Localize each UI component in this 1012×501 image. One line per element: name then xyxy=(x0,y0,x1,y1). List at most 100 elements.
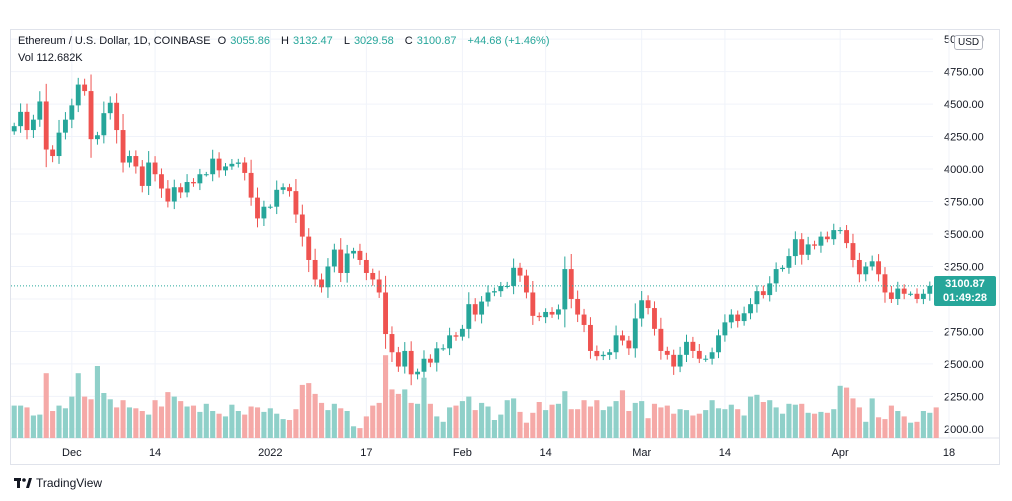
volume-bar xyxy=(197,411,203,438)
volume-bar xyxy=(645,418,651,438)
volume-bar xyxy=(709,400,715,438)
volume-bar xyxy=(235,411,241,438)
candle-body xyxy=(363,259,369,273)
candle-body xyxy=(75,84,81,106)
volume-bar xyxy=(658,407,664,438)
volume-bar xyxy=(318,402,325,438)
volume-bar xyxy=(856,407,862,438)
candle-body xyxy=(626,340,632,349)
volume-bar xyxy=(920,411,926,438)
volume-bar xyxy=(139,411,145,438)
last-price-tag: 3100.87 01:49:28 xyxy=(934,276,996,306)
volume-bar xyxy=(651,403,658,438)
candle-body xyxy=(178,187,184,193)
candle-body xyxy=(165,188,171,202)
volume-bar xyxy=(837,385,843,438)
volume-bar xyxy=(555,403,561,438)
candle-body xyxy=(88,91,94,140)
candle-body xyxy=(690,341,696,351)
volume-bar xyxy=(222,416,229,438)
x-tick-label: Feb xyxy=(453,447,472,459)
y-tick-label: 3750.00 xyxy=(944,197,984,209)
volume-bar xyxy=(190,405,197,438)
candle-body xyxy=(389,334,395,353)
candle-body xyxy=(805,244,811,255)
candle-body xyxy=(152,162,158,175)
volume-bar xyxy=(882,419,888,438)
volume-bar xyxy=(434,416,440,438)
candle-body xyxy=(652,308,657,329)
volume-bar xyxy=(517,411,523,438)
volume-bar xyxy=(306,383,312,438)
candle-body xyxy=(600,354,606,357)
volume-bar xyxy=(69,396,75,438)
volume-bar xyxy=(767,400,773,438)
currency-button[interactable]: USD xyxy=(954,35,984,50)
candle-body xyxy=(498,285,504,292)
candle-body xyxy=(882,274,888,293)
volume-bar xyxy=(703,410,709,438)
candle-body xyxy=(844,230,849,244)
y-tick-label: 4000.00 xyxy=(944,164,984,176)
volume-bar xyxy=(133,408,139,438)
candle-body xyxy=(671,354,677,367)
candle-body xyxy=(357,250,363,260)
candle-body xyxy=(677,354,683,367)
volume-bar xyxy=(466,396,472,438)
tradingview-logo[interactable]: TradingView xyxy=(14,476,102,490)
candle-body xyxy=(543,311,549,318)
candle-body xyxy=(549,311,555,315)
volume-bar xyxy=(376,402,382,438)
candle-body xyxy=(908,293,914,295)
volume-label[interactable]: Vol xyxy=(18,52,34,64)
volume-bar xyxy=(831,409,837,438)
volume-bar xyxy=(799,403,805,438)
candle-body xyxy=(383,292,388,335)
candle-body xyxy=(716,335,721,353)
candle-body xyxy=(920,293,926,299)
candle-body xyxy=(504,285,510,287)
volume-bar xyxy=(485,406,491,438)
volume-bar xyxy=(895,411,901,438)
candle-body xyxy=(440,348,446,350)
candle-body xyxy=(530,292,536,316)
volume-bar xyxy=(331,403,337,438)
candle-body xyxy=(850,243,856,260)
volume-bar xyxy=(158,406,165,438)
candle-body xyxy=(331,249,337,267)
volume-bar xyxy=(146,414,152,438)
candle-body xyxy=(376,279,382,293)
volume-bar xyxy=(722,409,728,438)
candle-body xyxy=(472,304,478,315)
volume-bar xyxy=(56,405,62,438)
volume-bar xyxy=(779,413,786,438)
volume-bar xyxy=(203,403,209,438)
x-tick-label: 14 xyxy=(719,447,731,459)
volume-bar xyxy=(811,413,818,438)
volume-bar xyxy=(363,416,369,438)
candle-body xyxy=(184,182,190,193)
candle-body xyxy=(293,191,299,215)
candle-body xyxy=(114,102,120,131)
volume-bar xyxy=(491,420,497,438)
candle-body xyxy=(191,182,196,184)
volume-bar xyxy=(728,404,734,438)
tradingview-brand: TradingView xyxy=(36,476,103,490)
volume-bar xyxy=(523,422,529,438)
volume-bar xyxy=(299,384,305,438)
candle-body xyxy=(427,358,433,363)
volume-bar xyxy=(421,377,427,438)
volume-bar xyxy=(498,414,504,438)
candle-body xyxy=(735,314,741,322)
volume-bar xyxy=(850,398,856,438)
symbol-title[interactable]: Ethereum / U.S. Dollar, 1D, COINBASE xyxy=(18,35,211,47)
y-tick-label: 2250.00 xyxy=(944,391,984,403)
x-tick-label: 14 xyxy=(540,447,552,459)
candle-body xyxy=(824,236,830,240)
volume-bar xyxy=(370,405,376,438)
candle-body xyxy=(229,163,235,167)
volume-bar xyxy=(818,411,824,438)
volume-bar xyxy=(427,403,433,438)
x-tick-label: 14 xyxy=(149,447,161,459)
